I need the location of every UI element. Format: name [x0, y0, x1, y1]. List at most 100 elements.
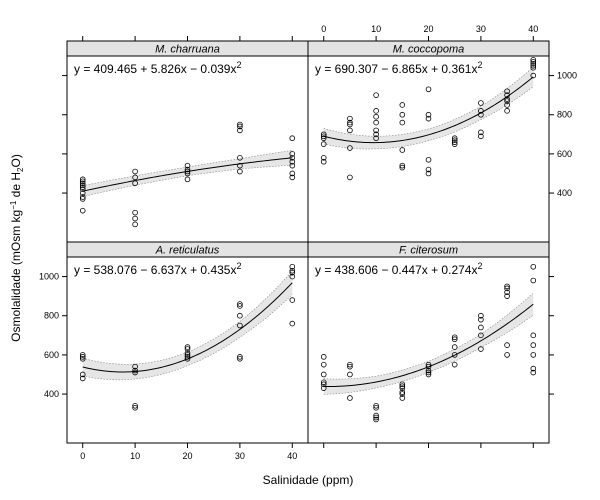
data-point	[347, 127, 353, 134]
data-point	[504, 352, 510, 358]
data-point	[184, 354, 191, 360]
plot-area	[79, 121, 296, 228]
data-point	[373, 414, 379, 421]
data-point	[320, 141, 327, 147]
data-point	[451, 336, 458, 343]
data-point	[530, 64, 537, 71]
data-point	[132, 363, 138, 370]
data-point	[347, 174, 353, 181]
data-point	[399, 391, 406, 397]
data-point	[478, 100, 484, 106]
plot-area	[79, 263, 296, 411]
data-point	[79, 186, 86, 192]
strip-label: F. citerosum	[399, 245, 458, 257]
data-point	[347, 361, 353, 368]
data-point	[347, 395, 353, 401]
data-point	[347, 115, 353, 122]
confidence-band	[82, 270, 293, 380]
data-point	[184, 346, 191, 352]
x-tick-label: 20	[423, 24, 433, 34]
data-point	[478, 133, 484, 140]
data-point	[425, 111, 432, 118]
data-point	[504, 88, 510, 95]
data-point	[451, 344, 458, 350]
panel-border	[307, 256, 550, 444]
fitted-curve	[323, 303, 534, 388]
equation-sup: 2	[236, 60, 241, 70]
data-point	[399, 102, 406, 108]
x-tick-label: 0	[321, 24, 326, 34]
confidence-band	[323, 293, 534, 395]
data-point	[184, 168, 191, 175]
data-point	[530, 369, 537, 376]
data-point	[237, 168, 243, 175]
y-tick-label: 800	[44, 311, 59, 321]
plot-area	[320, 263, 537, 423]
x-tick-label: 0	[80, 451, 85, 461]
data-point	[289, 170, 296, 177]
data-point	[289, 269, 296, 276]
data-point	[373, 135, 379, 142]
data-point	[530, 61, 537, 67]
data-point	[399, 385, 406, 391]
data-point	[79, 375, 86, 382]
data-point	[530, 57, 537, 63]
data-point	[399, 119, 406, 126]
data-point	[132, 367, 138, 374]
data-point	[347, 145, 353, 151]
y-axis-title-end: O)	[9, 154, 23, 167]
data-point	[237, 301, 243, 307]
left-y-axis: 400 600 800 1000	[39, 75, 67, 399]
data-point	[320, 381, 327, 388]
data-point	[184, 166, 191, 173]
data-point	[237, 312, 243, 319]
data-point	[451, 139, 458, 145]
data-point	[320, 371, 327, 378]
data-point	[425, 166, 432, 173]
data-point	[504, 102, 510, 108]
data-point	[237, 121, 243, 128]
data-point	[320, 155, 327, 161]
x-tick-label: 40	[528, 24, 538, 34]
data-point	[504, 285, 510, 292]
data-point	[530, 72, 537, 79]
data-point	[425, 170, 432, 177]
data-point	[289, 135, 296, 142]
data-point	[399, 162, 406, 169]
panel-border	[66, 256, 309, 444]
data-point	[132, 168, 138, 175]
data-point	[289, 151, 296, 157]
data-point	[530, 277, 537, 284]
data-point	[451, 141, 458, 147]
data-point	[320, 354, 327, 360]
data-point	[132, 402, 138, 409]
data-point	[504, 92, 510, 98]
data-point	[320, 158, 327, 165]
data-point	[373, 404, 379, 411]
fitted-curve	[323, 76, 534, 144]
data-point	[184, 176, 191, 183]
y-tick-label: 600	[557, 149, 572, 159]
y-tick-label: 400	[44, 389, 59, 399]
equation-main: y = 538.076 − 6.637x + 0.435x	[74, 263, 236, 277]
data-point	[451, 135, 458, 142]
data-point	[399, 381, 406, 388]
data-point	[478, 111, 484, 118]
data-point	[347, 363, 353, 370]
panel-m-coccopoma: M. coccopoma y = 690.307 − 6.865x + 0.361…	[307, 40, 550, 243]
data-point	[530, 365, 537, 372]
y-axis-title-main: Osmolalidade (mOsm kg	[9, 210, 23, 342]
panel-f-citerosum: F. citerosum y = 438.606 − 0.447x + 0.274…	[307, 241, 550, 444]
data-point	[320, 385, 327, 391]
data-point	[289, 155, 296, 161]
band-lower-line	[323, 86, 534, 150]
equation-sup: 2	[477, 261, 482, 271]
data-point	[132, 209, 138, 216]
data-point	[399, 111, 406, 118]
data-point	[399, 147, 406, 153]
data-point	[237, 127, 243, 134]
data-point	[347, 121, 353, 128]
data-point	[184, 162, 191, 169]
x-tick-label: 20	[182, 451, 192, 461]
